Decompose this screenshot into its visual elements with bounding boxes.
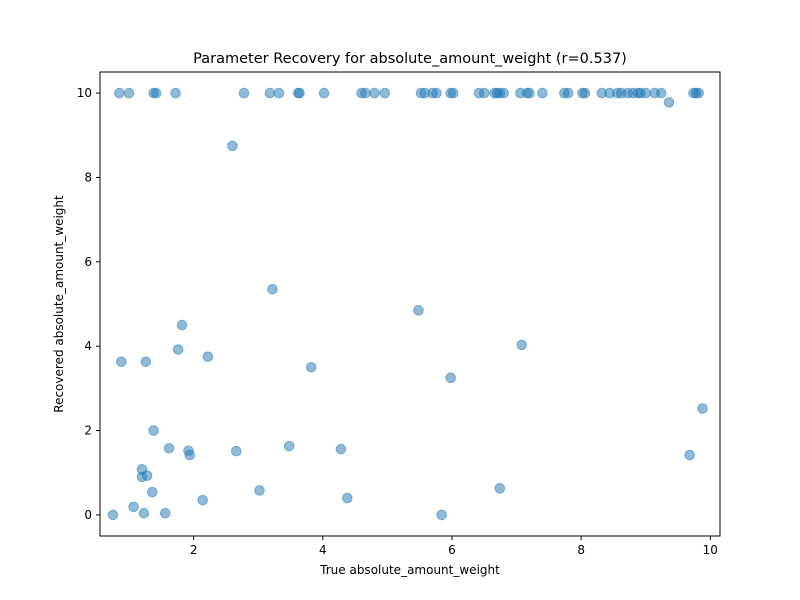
data-point-67 xyxy=(230,445,242,457)
x-tick-label-6: 6 xyxy=(448,543,456,557)
plot-frame xyxy=(99,71,721,537)
data-point-13 xyxy=(369,87,380,99)
data-point-82 xyxy=(436,509,447,521)
x-axis-ticks: 2 4 6 8 10 xyxy=(190,536,718,557)
data-point-76 xyxy=(342,492,353,504)
data-point-30 xyxy=(537,87,548,99)
data-point-0 xyxy=(114,87,125,99)
data-point-6 xyxy=(264,87,276,99)
x-tick-label-10: 10 xyxy=(703,543,718,557)
y-tick-label-2: 2 xyxy=(84,424,92,438)
data-point-10 xyxy=(318,87,330,99)
data-point-51 xyxy=(267,283,278,295)
data-point-73 xyxy=(494,483,506,494)
data-point-64 xyxy=(163,442,175,454)
data-point-68 xyxy=(184,449,196,461)
data-point-9 xyxy=(294,87,305,99)
data-point-50 xyxy=(227,140,238,152)
data-point-18 xyxy=(431,87,442,99)
data-point-1 xyxy=(123,87,135,99)
data-point-43 xyxy=(640,87,652,99)
data-point-74 xyxy=(254,485,265,496)
y-tick-label-8: 8 xyxy=(84,170,92,184)
data-point-32 xyxy=(562,87,574,99)
data-point-29 xyxy=(524,87,535,99)
data-point-26 xyxy=(498,87,509,99)
x-tick-label-8: 8 xyxy=(577,543,585,557)
data-point-79 xyxy=(138,507,150,519)
data-point-49 xyxy=(663,97,675,108)
data-point-45 xyxy=(655,87,667,99)
data-point-7 xyxy=(273,87,285,99)
data-point-63 xyxy=(283,440,295,452)
data-point-55 xyxy=(172,344,184,355)
data-point-34 xyxy=(579,87,591,99)
data-point-62 xyxy=(148,425,159,436)
data-point-3 xyxy=(150,87,162,99)
y-axis-label: Recovered absolute_amount_weight xyxy=(52,195,66,413)
y-tick-label-6: 6 xyxy=(84,255,92,269)
x-axis-label: True absolute_amount_weight xyxy=(319,563,500,577)
data-point-53 xyxy=(176,319,188,331)
x-tick-label-2: 2 xyxy=(190,543,198,557)
y-tick-label-4: 4 xyxy=(84,339,92,353)
data-point-52 xyxy=(413,305,424,316)
data-point-61 xyxy=(697,403,708,414)
data-point-4 xyxy=(170,87,181,99)
y-tick-label-0: 0 xyxy=(84,508,92,522)
data-point-58 xyxy=(140,356,152,368)
y-axis-ticks: 0 2 4 6 8 10 xyxy=(77,86,100,522)
data-point-22 xyxy=(478,87,490,99)
x-tick-label-4: 4 xyxy=(319,543,327,557)
data-point-77 xyxy=(197,494,208,506)
y-tick-label-10: 10 xyxy=(77,86,92,100)
data-point-12 xyxy=(360,87,371,99)
data-point-5 xyxy=(238,87,250,99)
data-point-20 xyxy=(447,87,459,99)
data-point-80 xyxy=(159,507,171,519)
data-point-69 xyxy=(684,449,695,461)
data-point-65 xyxy=(335,443,347,455)
data-point-56 xyxy=(202,351,214,363)
data-point-14 xyxy=(379,87,391,99)
data-point-57 xyxy=(116,356,127,368)
data-point-59 xyxy=(305,361,317,373)
data-point-54 xyxy=(516,339,528,351)
data-points xyxy=(107,87,708,521)
data-point-72 xyxy=(136,471,148,483)
data-point-75 xyxy=(147,486,158,498)
chart-title: Parameter Recovery for absolute_amount_w… xyxy=(193,51,627,67)
data-point-48 xyxy=(693,87,704,99)
data-point-60 xyxy=(445,372,456,384)
data-point-78 xyxy=(128,501,139,513)
data-point-81 xyxy=(107,509,119,521)
